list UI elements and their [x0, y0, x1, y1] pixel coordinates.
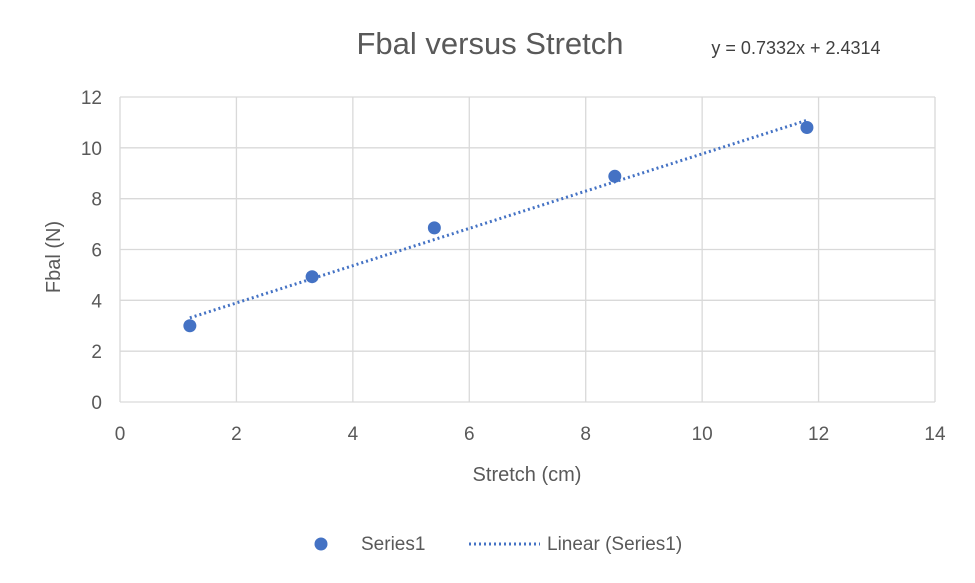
y-tick-label: 2	[91, 342, 102, 363]
x-tick-label: 6	[464, 424, 475, 445]
x-axis-label: Stretch (cm)	[473, 464, 582, 486]
axes: 0 2 4 6 8 10 12 14 0 2 4 6 8 10 12	[81, 88, 946, 445]
trendline-equation: y = 0.7332x + 2.4314	[711, 38, 880, 58]
y-tick-label: 6	[91, 241, 102, 262]
trendline	[189, 118, 808, 320]
y-tick-label: 12	[81, 88, 102, 109]
chart-title: Fbal versus Stretch	[356, 26, 623, 61]
x-tick-label: 14	[924, 424, 946, 445]
data-point	[305, 270, 319, 284]
data-point	[183, 319, 197, 333]
legend: Series1 Linear (Series1)	[314, 534, 682, 555]
legend-marker-series1	[314, 537, 328, 551]
x-tick-label: 12	[808, 424, 829, 445]
y-tick-label: 8	[91, 190, 102, 211]
data-point	[800, 121, 814, 134]
x-tick-label: 4	[348, 424, 359, 445]
data-points	[183, 121, 814, 333]
x-tick-label: 0	[115, 424, 126, 445]
y-tick-label: 4	[91, 291, 102, 312]
gridlines	[119, 96, 936, 403]
x-tick-label: 8	[580, 424, 591, 445]
data-point	[427, 221, 441, 235]
trendline-layer	[189, 118, 808, 320]
legend-label-series1: Series1	[361, 534, 425, 555]
y-axis-label: Fbal (N)	[43, 221, 65, 293]
legend-label-trendline: Linear (Series1)	[547, 534, 682, 555]
data-point	[608, 169, 622, 183]
y-tick-label: 0	[91, 393, 102, 414]
x-tick-label: 2	[231, 424, 242, 445]
y-tick-label: 10	[81, 139, 102, 160]
x-tick-label: 10	[692, 424, 713, 445]
